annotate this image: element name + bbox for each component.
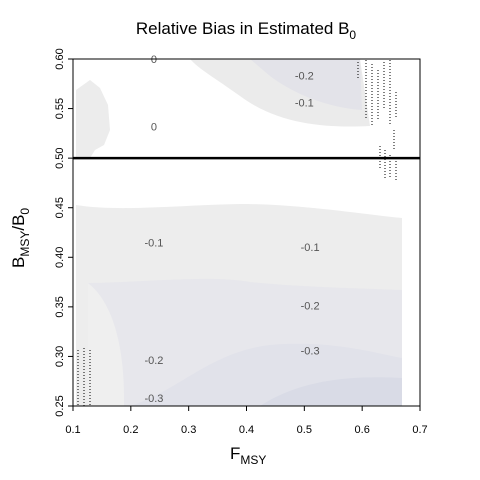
x-axis: 0.1 0.2 0.3 0.4 0.5 0.6 0.7 <box>65 406 428 436</box>
x-tick-label: 0.6 <box>355 424 370 436</box>
x-tick-label: 0.2 <box>123 424 138 436</box>
x-axis-title: FMSY <box>230 444 266 467</box>
region-bias-minus-0-3-deep <box>260 377 402 406</box>
contour-label: -0.1 <box>144 237 163 249</box>
y-tick-label: 0.45 <box>54 197 66 218</box>
chart-title: Relative Bias in Estimated B0 <box>136 19 357 42</box>
x-tick-label: 0.7 <box>412 424 427 436</box>
region-left-white-strip <box>73 205 76 406</box>
y-tick-label: 0.55 <box>54 98 66 119</box>
y-axis: 0.25 0.30 0.35 0.40 0.45 0.50 0.55 0.60 <box>54 48 73 417</box>
contour-label: 0 <box>151 54 157 66</box>
contour-label: -0.1 <box>301 242 320 254</box>
y-tick-label: 0.40 <box>54 247 66 268</box>
contour-label: -0.1 <box>295 97 314 109</box>
y-tick-label: 0.50 <box>54 147 66 168</box>
contour-label: 0 <box>151 121 157 133</box>
region-bias-minus-0-2-upper <box>250 59 362 110</box>
y-tick-label: 0.30 <box>54 346 66 367</box>
dotted-artifacts <box>77 60 397 406</box>
heatmap-area: 0 -0.2 -0.1 0 -0.1 -0.1 -0.2 -0.3 -0.2 -0.3 <box>73 54 420 406</box>
region-bias-upper-left <box>76 80 110 158</box>
contour-label: -0.3 <box>301 345 320 357</box>
region-bias-light-pocket <box>88 283 125 406</box>
contour-label: -0.2 <box>295 71 314 83</box>
x-tick-label: 0.5 <box>297 424 312 436</box>
x-tick-label: 0.3 <box>181 424 196 436</box>
y-tick-label: 0.35 <box>54 296 66 317</box>
y-axis-title: BMSY/B0 <box>9 208 32 268</box>
contour-label: -0.2 <box>144 355 163 367</box>
contour-labels: 0 -0.2 -0.1 0 -0.1 -0.1 -0.2 -0.3 -0.2 -0.3 <box>144 54 319 405</box>
x-tick-label: 0.1 <box>65 424 80 436</box>
contour-label: -0.2 <box>301 301 320 313</box>
contour-label: -0.3 <box>144 393 163 405</box>
x-tick-label: 0.4 <box>239 424 254 436</box>
y-tick-label: 0.25 <box>54 395 66 416</box>
y-tick-label: 0.60 <box>54 48 66 69</box>
